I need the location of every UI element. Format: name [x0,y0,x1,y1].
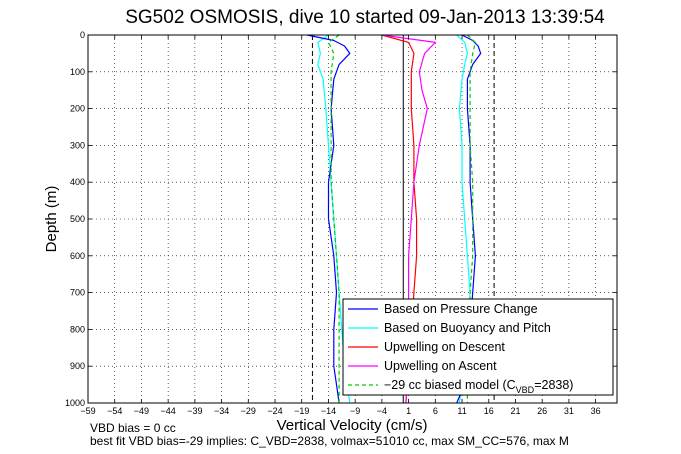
x-axis-label: Vertical Velocity (cm/s) [277,417,428,434]
x-tick-label: −24 [267,406,282,416]
y-tick-label: 500 [70,214,85,224]
x-tick-label: 26 [537,406,547,416]
vbd-bias-note: VBD bias = 0 cc [90,421,176,435]
x-tick-label: −39 [187,406,202,416]
x-tick-label: −59 [80,406,95,416]
y-tick-label: 300 [70,140,85,150]
x-tick-label: −9 [350,406,360,416]
x-tick-label: −44 [161,406,176,416]
y-tick-label: 400 [70,177,85,187]
y-tick-label: 200 [70,104,85,114]
x-tick-label: 6 [433,406,438,416]
x-axis-ticks: −59 −54 −49 −44 −39 −34 −29 −24 −19 −14 −9 −4 1 6 11 16… [80,35,601,416]
x-tick-label: 1 [406,406,411,416]
chart-title: SG502 OSMOSIS, dive 10 started 09-Jan-20… [125,7,605,28]
y-tick-label: 800 [70,324,85,334]
grid-lines [88,35,617,403]
y-tick-label: 0 [80,30,85,40]
y-axis-ticks: 0 100 200 300 400 500 600 700 800 900 1000 [65,30,617,408]
best-fit-note: best fit VBD bias=-29 implies: C_VBD=283… [90,434,569,448]
x-tick-label: −19 [294,406,309,416]
legend-label-upwelling-ascent: Upwelling on Ascent [384,359,497,373]
legend-box [342,298,614,396]
x-tick-label: 36 [591,406,601,416]
series-biased-model-line [327,34,340,403]
x-tick-label: 31 [564,406,574,416]
x-tick-label: 21 [510,406,520,416]
legend-label-upwelling-descent: Upwelling on Descent [384,340,505,354]
y-tick-label: 100 [70,67,85,77]
x-tick-label: −34 [214,406,229,416]
y-tick-label: 700 [70,288,85,298]
legend: Based on Pressure Change Based on Buoyanc… [342,298,614,396]
y-tick-label: 1000 [65,398,85,408]
y-tick-label: 600 [70,251,85,261]
y-axis-label: Depth (m) [43,186,60,253]
x-tick-label: −29 [241,406,256,416]
series-biased-model-line [466,34,476,403]
x-tick-label: −14 [321,406,336,416]
x-tick-label: −49 [134,406,149,416]
x-tick-label: 16 [484,406,494,416]
legend-label-pressure-change: Based on Pressure Change [384,302,538,316]
legend-label-buoyancy-pitch: Based on Buoyancy and Pitch [384,321,551,335]
x-tick-label: −4 [377,406,387,416]
y-tick-label: 900 [70,361,85,371]
x-tick-label: 11 [457,406,466,416]
x-tick-label: −54 [107,406,122,416]
legend-label-biased-model: −29 cc biased model (CVBD=2838) [384,378,573,395]
